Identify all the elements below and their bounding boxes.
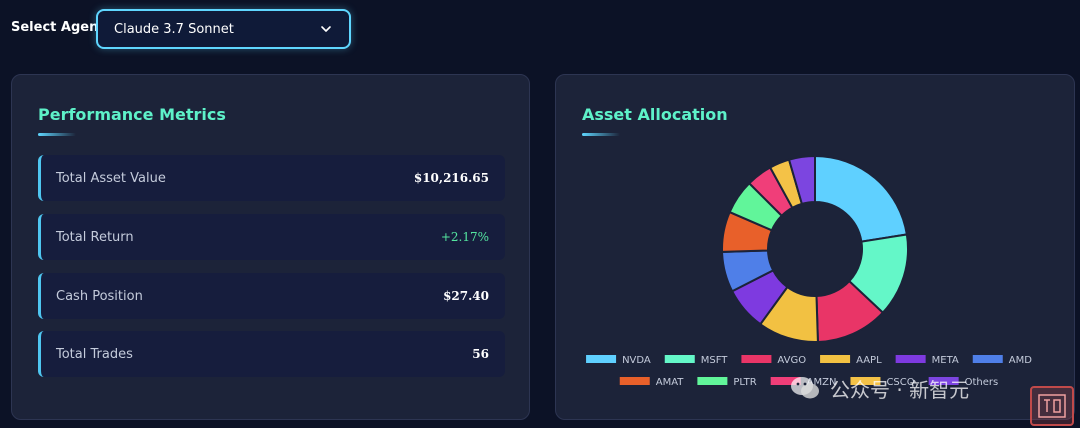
legend-label-nvda[interactable]: NVDA — [622, 355, 651, 366]
title-underline — [38, 133, 76, 136]
top-bar: Select Agent: Claude 3.7 Sonnet — [0, 0, 1080, 60]
legend-label-aapl[interactable]: AAPL — [856, 355, 882, 366]
legend-label-csco[interactable]: CSCO — [886, 377, 914, 388]
performance-metrics-card: Performance Metrics Total Asset Value $1… — [11, 74, 530, 420]
asset-allocation-card: Asset Allocation NVDA MSFT AVGO AAPL META AMD… — [555, 74, 1075, 420]
metric-total-asset-value: Total Asset Value $10,216.65 — [38, 155, 505, 201]
legend-swatch-csco[interactable] — [850, 377, 881, 385]
legend-label-amat[interactable]: AMAT — [656, 377, 685, 388]
legend-label-amd[interactable]: AMD — [1009, 355, 1032, 366]
legend-label-amzn[interactable]: AMZN — [807, 377, 837, 388]
metric-total-trades: Total Trades 56 — [38, 331, 505, 377]
legend-label-others[interactable]: Others — [965, 377, 999, 388]
watermark-text: 公众号 · 新智元 — [830, 377, 970, 402]
pie-slice-nvda[interactable] — [814, 154, 908, 243]
legend-label-meta[interactable]: META — [932, 355, 959, 366]
metric-label: Cash Position — [56, 288, 143, 304]
legend-swatch-msft[interactable] — [664, 355, 695, 363]
agent-select-dropdown[interactable]: Claude 3.7 Sonnet — [96, 9, 351, 49]
legend-label-pltr[interactable]: PLTR — [733, 377, 756, 388]
legend-swatch-nvda[interactable] — [586, 355, 617, 363]
legend-swatch-amat[interactable] — [619, 377, 650, 385]
legend-swatch-others[interactable] — [928, 377, 959, 385]
chevron-down-icon — [321, 26, 331, 32]
title-underline — [582, 133, 620, 136]
agent-select-value: Claude 3.7 Sonnet — [114, 21, 234, 37]
legend-swatch-aapl[interactable] — [820, 355, 851, 363]
metric-value: $10,216.65 — [413, 171, 489, 185]
legend-swatch-pltr[interactable] — [697, 377, 728, 385]
metric-value: $27.40 — [443, 289, 489, 303]
pie-slice-others[interactable] — [787, 154, 816, 206]
agent-select-label: Select Agent: — [11, 20, 110, 35]
legend-swatch-amzn[interactable] — [770, 377, 801, 385]
metric-total-return: Total Return +2.17% — [38, 214, 505, 260]
asset-allocation-title: Asset Allocation — [582, 105, 728, 124]
metric-label: Total Asset Value — [56, 170, 166, 186]
legend-swatch-amd[interactable] — [972, 355, 1003, 363]
metric-value: 56 — [472, 347, 489, 361]
wechat-icon — [791, 377, 819, 399]
asset-allocation-chart: NVDA MSFT AVGO AAPL META AMD AMAT PLTR AMZN CSCO O… — [586, 154, 1032, 388]
metric-cash-position: Cash Position $27.40 — [38, 273, 505, 319]
performance-metrics-title: Performance Metrics — [38, 105, 226, 124]
legend-label-avgo[interactable]: AVGO — [777, 355, 806, 366]
watermark: 公众号 · 新智元 — [790, 368, 1080, 408]
metric-label: Total Return — [56, 229, 134, 245]
seal-logo — [1030, 386, 1074, 426]
legend-swatch-avgo[interactable] — [741, 355, 772, 363]
legend-label-msft[interactable]: MSFT — [701, 355, 729, 366]
metric-label: Total Trades — [56, 346, 133, 362]
legend-swatch-meta[interactable] — [895, 355, 926, 363]
metric-value: +2.17% — [440, 230, 489, 244]
